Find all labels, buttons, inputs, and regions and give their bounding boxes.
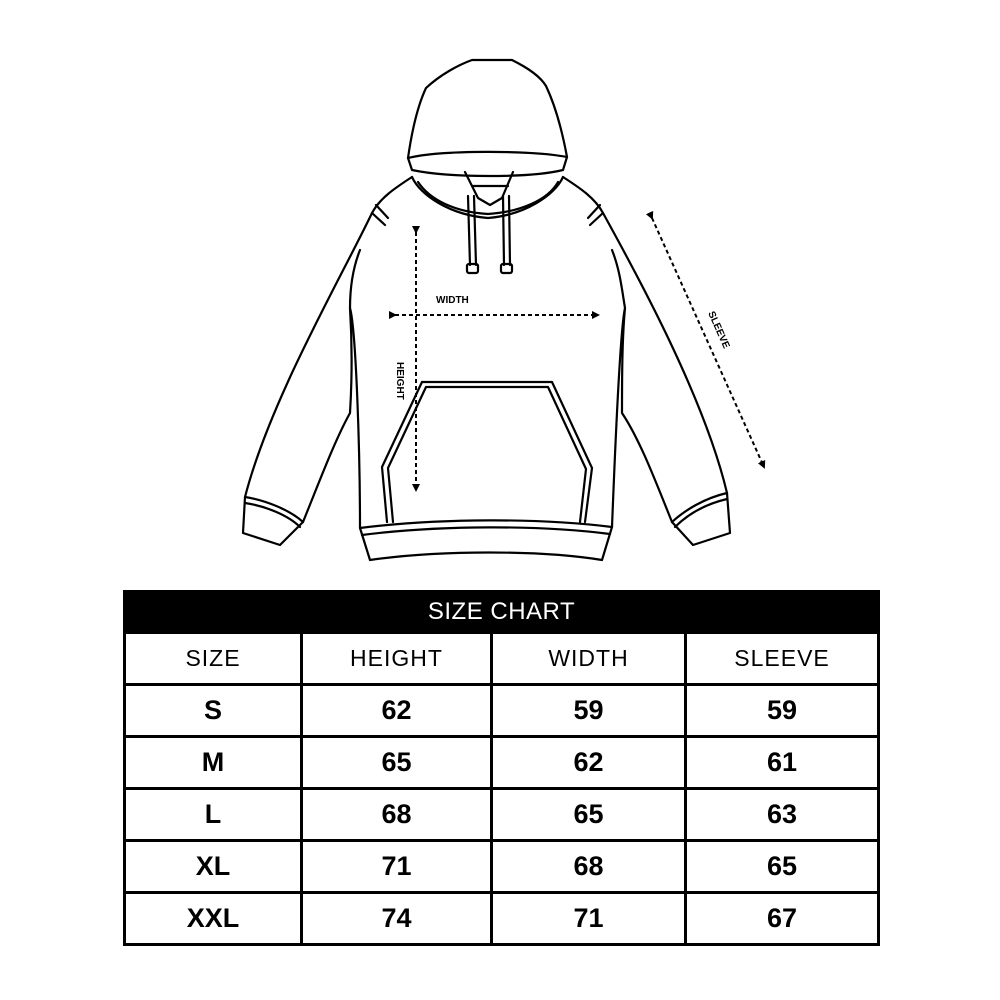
table-row: S 62 59 59 [123,683,880,738]
hoodie-illustration: WIDTH HEIGHT SLEEVE [241,58,766,562]
size-cell: S [123,683,303,738]
size-cell: M [123,735,303,790]
column-header: HEIGHT [300,631,493,686]
column-header: SLEEVE [684,631,880,686]
measurement-cell: 68 [490,839,687,894]
measurement-cell: 61 [684,735,880,790]
size-cell: XXL [123,891,303,946]
measurement-cell: 65 [684,839,880,894]
measurement-cell: 71 [490,891,687,946]
measurement-cell: 59 [490,683,687,738]
hoodie-icon [241,58,732,562]
measurement-cell: 67 [684,891,880,946]
size-chart-table: SIZE CHART SIZE HEIGHT WIDTH SLEEVE S 62 5… [123,590,880,946]
header-row: SIZE HEIGHT WIDTH SLEEVE [123,631,880,686]
measurement-cell: 62 [490,735,687,790]
table-row: M 65 62 61 [123,735,880,790]
measurement-cell: 68 [300,787,493,842]
measurement-cell: 71 [300,839,493,894]
table-row: XL 71 68 65 [123,839,880,894]
measurement-cell: 63 [684,787,880,842]
measurement-cell: 65 [490,787,687,842]
measurement-cell: 65 [300,735,493,790]
measurement-cell: 62 [300,683,493,738]
table-row: L 68 65 63 [123,787,880,842]
measurement-cell: 74 [300,891,493,946]
column-header: SIZE [123,631,303,686]
sleeve-label: SLEEVE [705,310,731,351]
width-label: WIDTH [436,295,469,306]
size-cell: XL [123,839,303,894]
height-label: HEIGHT [394,362,405,400]
sleeve-arrow [645,210,766,469]
table-title: SIZE CHART [123,590,880,634]
measurement-arrows [389,210,766,492]
size-cell: L [123,787,303,842]
measurement-cell: 59 [684,683,880,738]
column-header: WIDTH [490,631,687,686]
table-row: XXL 74 71 67 [123,891,880,946]
